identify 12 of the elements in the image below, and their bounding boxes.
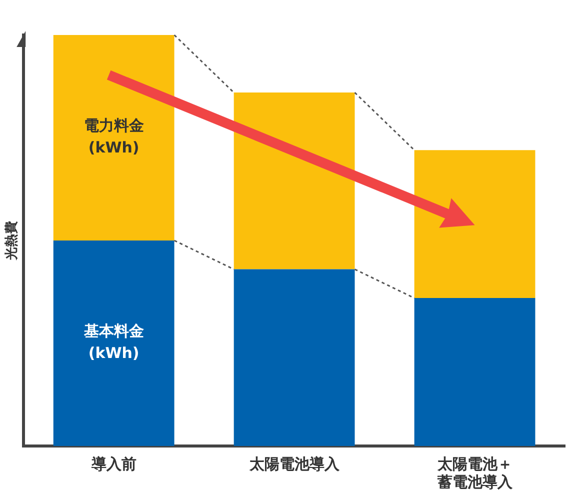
bar: [53, 35, 174, 240]
series-label: 電力料金 (kWh): [84, 116, 144, 157]
x-tick-label: 太陽電池＋蓄電池導入: [436, 456, 514, 492]
bar: [53, 240, 174, 446]
bar: [414, 150, 536, 298]
series-label: 基本料金 (kWh): [82, 322, 144, 362]
bar: [234, 92, 355, 270]
x-tick-label: 太陽電池導入: [248, 455, 340, 474]
y-axis-title: 光熱費: [3, 221, 18, 261]
x-tick-label: 導入前: [90, 455, 136, 474]
bar: [414, 298, 536, 446]
bar: [234, 269, 355, 446]
